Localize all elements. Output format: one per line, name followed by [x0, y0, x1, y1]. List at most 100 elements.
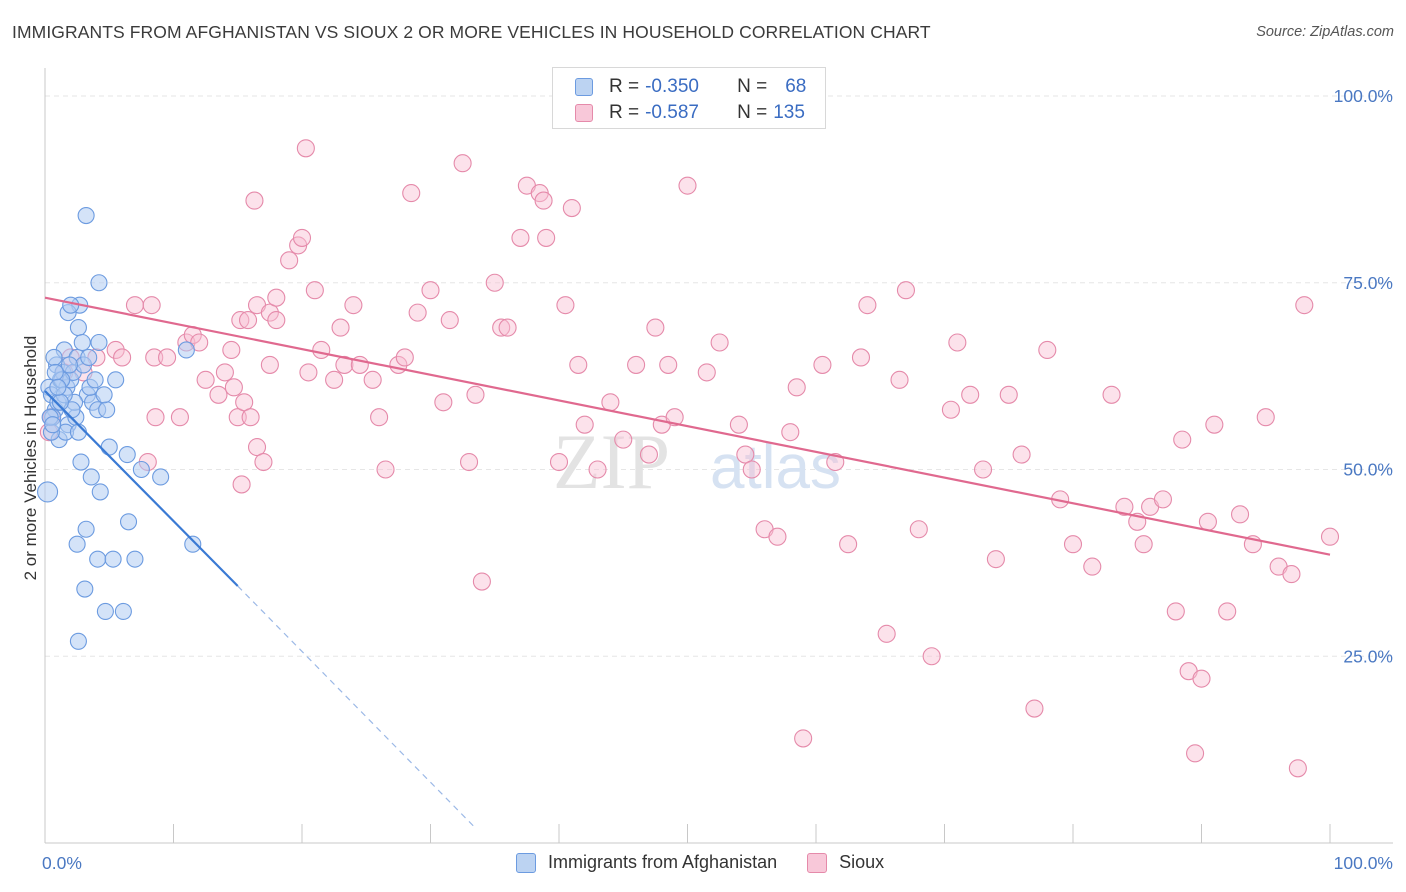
- data-point-afghanistan: [119, 513, 138, 531]
- y-tick-labels: 25.0% 50.0% 75.0% 100.0%: [1334, 86, 1393, 666]
- data-point-afghanistan: [49, 378, 67, 396]
- legend-n-label: N =: [737, 76, 768, 97]
- data-point-sioux: [1186, 744, 1205, 763]
- legend-n-label: N =: [737, 102, 768, 123]
- data-point-afghanistan: [89, 550, 107, 568]
- data-point-afghanistan: [69, 423, 87, 441]
- trend-lines: [44, 296, 1331, 829]
- data-point-sioux: [742, 460, 761, 479]
- data-point-sioux: [485, 273, 504, 292]
- data-point-sioux: [106, 340, 125, 360]
- data-point-afghanistan: [96, 602, 114, 620]
- data-point-sioux: [231, 311, 250, 330]
- data-point-sioux: [1295, 296, 1314, 315]
- data-point-sioux: [922, 647, 941, 666]
- data-point-sioux: [402, 184, 421, 203]
- data-point-sioux: [209, 385, 228, 404]
- data-point-sioux: [492, 318, 511, 337]
- data-point-sioux: [142, 296, 161, 315]
- data-point-sioux: [1288, 759, 1307, 778]
- data-point-sioux: [459, 452, 479, 472]
- data-point-afghanistan: [69, 632, 87, 650]
- data-point-sioux: [1166, 602, 1185, 621]
- data-point-sioux: [948, 333, 967, 352]
- x-tick-label-min: 0.0%: [42, 853, 82, 873]
- legend-r-label: R =: [609, 76, 640, 97]
- data-point-sioux: [569, 355, 588, 374]
- data-point-sioux: [986, 550, 1005, 569]
- data-point-afghanistan: [90, 333, 108, 352]
- data-point-afghanistan: [152, 468, 170, 486]
- data-point-sioux: [260, 355, 279, 374]
- correlation-legend: R = -0.350 N = 68 R = -0.587 N = 135: [552, 67, 826, 129]
- data-point-sioux: [1115, 497, 1134, 516]
- data-point-sioux: [1205, 415, 1224, 434]
- data-point-afghanistan: [76, 580, 94, 598]
- data-point-sioux: [575, 415, 594, 434]
- data-point-sioux: [299, 363, 318, 382]
- data-point-afghanistan: [73, 333, 91, 352]
- data-point-sioux: [245, 191, 264, 210]
- data-point-sioux: [254, 452, 273, 472]
- data-point-sioux: [267, 288, 286, 307]
- data-point-sioux: [325, 370, 344, 389]
- data-point-sioux: [1173, 430, 1192, 449]
- data-point-sioux: [472, 572, 491, 591]
- grid-lines: [45, 95, 1393, 657]
- data-point-afghanistan: [60, 356, 78, 374]
- legend-n-value: 68: [785, 76, 807, 97]
- data-point-sioux: [839, 535, 858, 554]
- data-point-afghanistan: [77, 206, 95, 225]
- data-point-sioux: [1102, 385, 1121, 404]
- data-point-sioux: [1218, 602, 1237, 621]
- data-point-afghanistan: [77, 520, 95, 538]
- data-point-sioux: [241, 408, 260, 427]
- y-tick-label: 75.0%: [1343, 273, 1393, 293]
- data-point-sioux: [238, 311, 258, 330]
- data-point-sioux: [125, 296, 144, 315]
- data-point-sioux: [973, 460, 993, 479]
- axes: [44, 68, 1393, 844]
- afghanistan-points: [37, 206, 202, 650]
- data-point-sioux: [736, 445, 755, 464]
- x-tick-label-max: 100.0%: [1334, 853, 1393, 873]
- data-point-sioux: [1083, 557, 1102, 576]
- y-axis-label: 2 or more Vehicles in Household: [21, 336, 40, 581]
- data-point-afghanistan: [107, 371, 125, 389]
- data-point-sioux: [941, 400, 960, 419]
- data-point-afghanistan: [86, 371, 104, 389]
- legend-n-value: 135: [773, 102, 805, 123]
- data-point-sioux: [247, 438, 267, 457]
- trend-line-afghanistan: [44, 390, 239, 587]
- data-point-sioux: [312, 340, 331, 360]
- trend-line-sioux: [44, 296, 1331, 556]
- series-legend-swatch-sioux: [807, 852, 828, 873]
- legend-r-value: -0.350: [645, 76, 699, 97]
- sioux-points: [39, 139, 1340, 778]
- y-tick-label: 100.0%: [1334, 86, 1393, 106]
- data-point-sioux: [999, 385, 1018, 404]
- data-point-afghanistan: [104, 550, 122, 568]
- series-legend-label-afghanistan: Immigrants from Afghanistan: [548, 852, 778, 872]
- legend-swatch-afghanistan: [575, 78, 593, 96]
- data-point-afghanistan: [90, 274, 108, 292]
- data-point-sioux: [196, 370, 215, 389]
- data-point-afghanistan: [114, 602, 132, 620]
- data-point-sioux: [614, 430, 633, 449]
- data-point-afghanistan: [132, 460, 150, 479]
- data-point-sioux: [267, 311, 286, 330]
- data-point-afghanistan: [95, 386, 113, 404]
- data-point-sioux: [113, 348, 132, 367]
- data-point-sioux: [729, 415, 748, 434]
- data-point-sioux: [376, 460, 395, 479]
- data-point-sioux: [826, 452, 845, 472]
- data-point-sioux: [858, 296, 877, 315]
- data-point-sioux: [1198, 512, 1217, 531]
- y-tick-label: 50.0%: [1343, 460, 1393, 480]
- data-point-sioux: [453, 154, 472, 173]
- data-point-sioux: [235, 393, 254, 412]
- data-point-afghanistan: [126, 550, 144, 568]
- data-point-sioux: [537, 228, 556, 247]
- data-point-afghanistan: [91, 483, 109, 501]
- data-point-sioux: [344, 296, 363, 315]
